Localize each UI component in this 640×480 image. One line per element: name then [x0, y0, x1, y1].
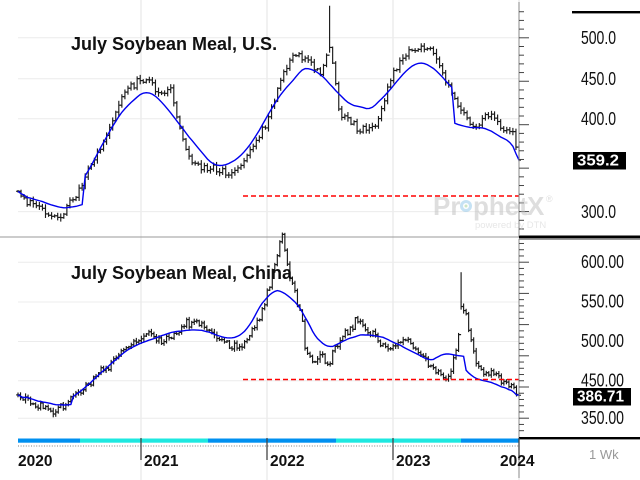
svg-text:500.00: 500.00	[581, 331, 624, 351]
svg-text:550.00: 550.00	[581, 292, 624, 312]
svg-text:2022: 2022	[270, 453, 304, 470]
svg-text:350.00: 350.00	[581, 408, 624, 428]
svg-text:450.0: 450.0	[581, 69, 616, 89]
svg-text:2023: 2023	[396, 453, 431, 470]
svg-text:400.0: 400.0	[581, 109, 616, 129]
svg-text:July Soybean Meal, U.S.: July Soybean Meal, U.S.	[71, 34, 277, 54]
svg-text:phet: phet	[473, 191, 528, 221]
svg-text:359.2: 359.2	[577, 153, 619, 170]
svg-text:powered by DTN: powered by DTN	[475, 220, 546, 231]
svg-text:1 Wk: 1 Wk	[589, 447, 619, 462]
svg-text:2021: 2021	[144, 453, 179, 470]
svg-text:®: ®	[546, 194, 553, 204]
svg-text:Pr: Pr	[433, 191, 460, 221]
svg-text:600.00: 600.00	[581, 252, 624, 272]
svg-text:2024: 2024	[500, 453, 535, 470]
svg-text:386.71: 386.71	[577, 389, 624, 406]
svg-text:450.00: 450.00	[581, 371, 624, 391]
svg-text:X: X	[527, 191, 545, 221]
svg-text:500.0: 500.0	[581, 28, 616, 48]
svg-text:2020: 2020	[18, 453, 52, 470]
svg-text:July Soybean Meal, China: July Soybean Meal, China	[71, 263, 293, 283]
svg-text:300.0: 300.0	[581, 202, 616, 222]
